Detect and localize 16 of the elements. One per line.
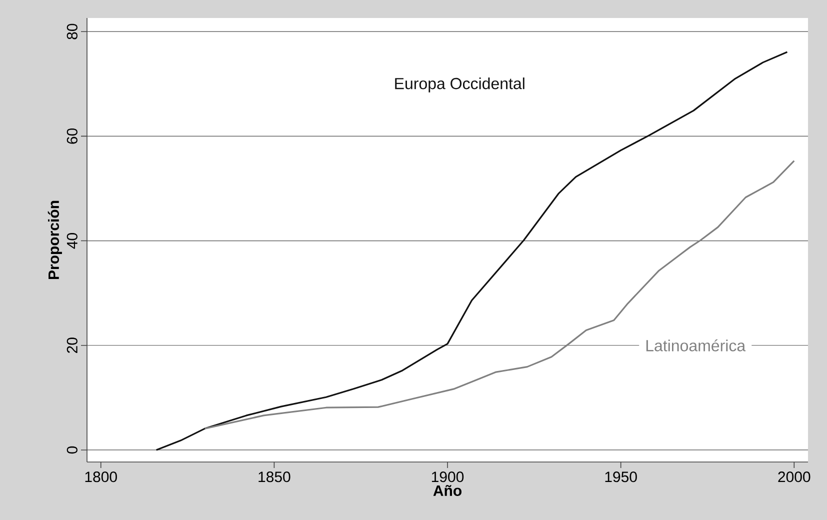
y-tick-label: 60 <box>66 128 78 144</box>
text: Europa Occidental <box>395 77 524 92</box>
x-tick-label: 2000 <box>778 472 810 482</box>
line-series <box>156 51 788 451</box>
x-tick-label: 1950 <box>605 472 637 482</box>
x-tick-label: 1900 <box>432 472 464 482</box>
text: Latinoamérica <box>646 339 746 352</box>
y-tick-label: 0 <box>66 446 78 454</box>
y-tick-label: 80 <box>66 24 78 40</box>
y-tick-label: 40 <box>66 233 78 249</box>
x-tick-label: 1850 <box>258 472 290 482</box>
y-tick-label: 20 <box>66 338 78 353</box>
x-tick-label: 1800 <box>85 472 117 482</box>
line-series <box>204 160 795 430</box>
y-axis-title: Proporción <box>48 200 62 279</box>
x-axis-title: Año <box>433 485 462 496</box>
